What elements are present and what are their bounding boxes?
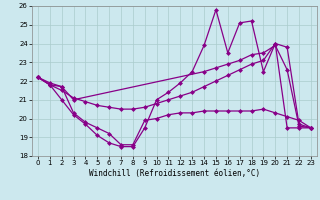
X-axis label: Windchill (Refroidissement éolien,°C): Windchill (Refroidissement éolien,°C) [89, 169, 260, 178]
